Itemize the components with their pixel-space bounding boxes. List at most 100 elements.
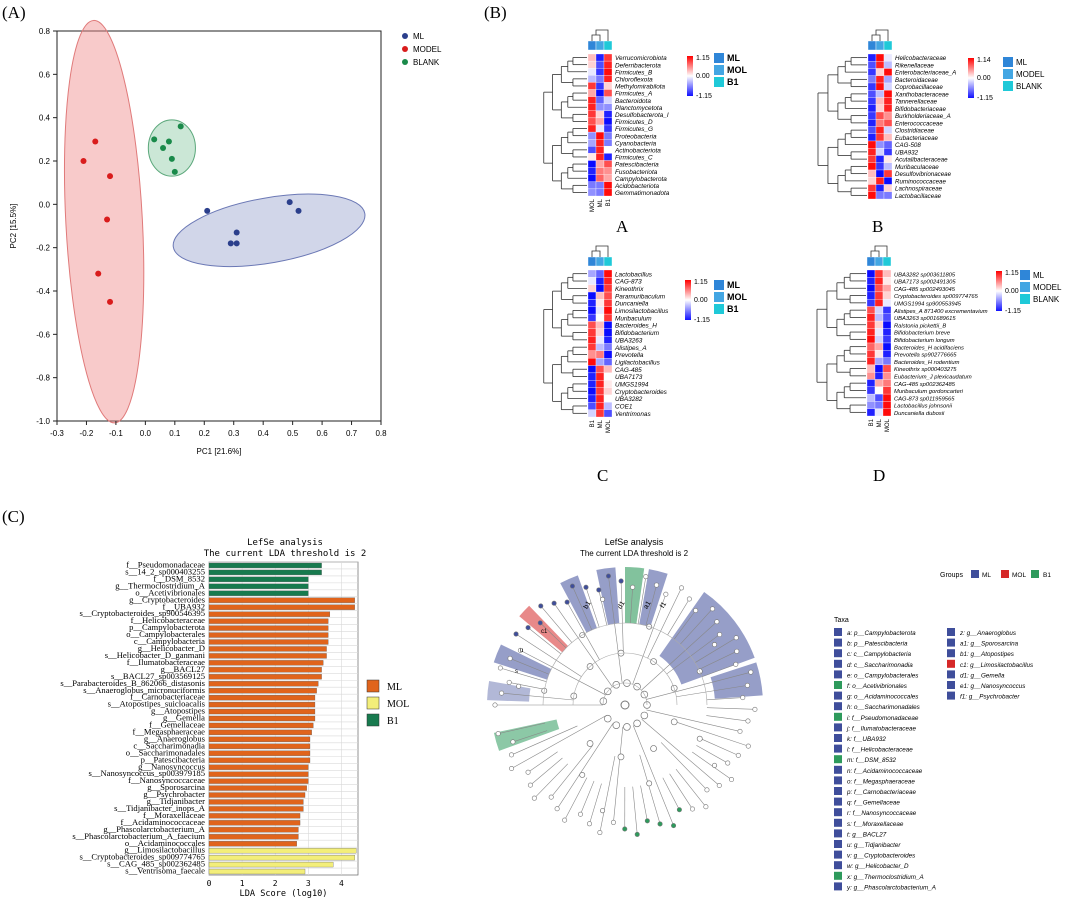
- heatmap-c: LactobacillusCAG-873KineothrixParamuriba…: [543, 245, 747, 485]
- group-legend-label: MODEL: [1016, 70, 1045, 79]
- x-tick-label: 4: [339, 879, 344, 888]
- heatmap-cell: [882, 386, 892, 395]
- heatmap-letter: D: [873, 466, 885, 485]
- heatmap-cell: [875, 75, 885, 84]
- row-label: Ruminococcaceae: [895, 178, 946, 185]
- heatmap-cell: [603, 82, 613, 90]
- clado-node: [499, 690, 505, 696]
- y-tick-label: -0.8: [36, 374, 50, 383]
- heatmap-cell: [874, 372, 884, 380]
- row-label: Planctomycetota: [615, 105, 663, 112]
- heatmap-cell: [595, 306, 605, 315]
- heatmap-cell: [874, 269, 884, 278]
- heatmap-cell: [587, 350, 597, 359]
- clado-branch: [640, 785, 648, 821]
- row-label: Limosilactobacillus: [615, 308, 669, 315]
- colorbar: [996, 271, 1002, 311]
- taxa-swatch: [834, 744, 842, 753]
- bar-label: g__Sporosarcina: [147, 782, 205, 792]
- clado-node: [630, 584, 636, 590]
- heatmap-cell: [867, 68, 877, 76]
- panel-label-a: (A): [2, 3, 26, 22]
- clado-title: LefSe analysis: [605, 537, 664, 547]
- heatmap-cell: [595, 321, 605, 329]
- heatmap-cell: [883, 126, 893, 134]
- taxa-swatch: [834, 649, 842, 658]
- row-label: Lactobacillus johnsonii: [894, 404, 953, 410]
- heatmap-cell: [883, 184, 893, 192]
- bar-label: f__Megasphaeraceae: [132, 726, 205, 736]
- point-blank: [177, 123, 184, 130]
- point-mol: [80, 158, 87, 164]
- row-label: Coprobacillaceae: [895, 84, 943, 91]
- heatmap-cell: [875, 133, 885, 142]
- clado-branch: [698, 651, 737, 670]
- x-tick-label: 2: [273, 879, 278, 888]
- clado-node: [716, 783, 722, 789]
- bar: [208, 674, 322, 680]
- heatmap-cell: [587, 387, 597, 396]
- heatmap-cell: [587, 96, 597, 104]
- clado-branch: [501, 692, 574, 701]
- x-axis-label: PC1 [21.6%]: [197, 447, 242, 456]
- clado-node: [752, 706, 758, 712]
- heatmap-cell: [595, 103, 605, 111]
- heatmap-cell: [603, 291, 613, 300]
- heatmap-cell: [867, 75, 877, 84]
- column-group-strip: [603, 40, 613, 51]
- colorbar-max: 1.15: [1005, 270, 1019, 277]
- row-label: Lachnospiraceae: [895, 186, 943, 193]
- taxa-label: d: c__Saccharimonadia: [847, 662, 913, 669]
- heatmap-cell: [587, 269, 597, 278]
- taxa-label: r: f__Nanosyncoccaceae: [847, 810, 917, 817]
- colorbar-min: -1.15: [1005, 308, 1021, 315]
- groups-swatch: [971, 570, 979, 578]
- bar-label: c__Saccharimonadia: [133, 740, 205, 750]
- bar-label: s__BACL27_sp003569125: [111, 671, 205, 681]
- row-label: UBA7173 sp002491305: [894, 280, 956, 286]
- colorbar: [685, 280, 691, 320]
- heatmap-cell: [883, 75, 893, 84]
- group-legend-label: MOL: [727, 292, 747, 302]
- clado-node: [740, 695, 746, 701]
- heatmap-cell: [603, 153, 613, 161]
- x-tick-label: 0.0: [140, 429, 152, 438]
- taxa-label: a: p__Campylobacterota: [847, 630, 916, 637]
- heatmap-cell: [595, 139, 605, 147]
- heatmap-cell: [875, 155, 885, 163]
- heatmap-cell: [587, 124, 597, 133]
- clado-branch: [692, 751, 732, 780]
- heatmap-cell: [875, 191, 885, 200]
- heatmap-cell: [866, 408, 876, 417]
- heatmap-cell: [866, 291, 876, 300]
- bar: [208, 854, 355, 861]
- heatmap-cell: [595, 313, 605, 322]
- column-label: B1: [590, 419, 596, 427]
- heatmap-cell: [587, 291, 597, 300]
- clado-root: [620, 700, 630, 710]
- ellipse-blank: [147, 119, 196, 177]
- x-tick-label: 0.8: [375, 429, 387, 438]
- taxa-label: l: f__Helicobacteraceae: [847, 747, 913, 754]
- row-label: Desulfovibrionaceae: [895, 171, 952, 178]
- bar: [208, 653, 327, 659]
- clade-highlight: [560, 575, 597, 633]
- heatmap-cell: [866, 277, 876, 285]
- clado-node: [492, 702, 498, 708]
- heatmap-cell: [595, 60, 605, 69]
- clado-branch: [675, 769, 707, 807]
- heatmap-cell: [603, 167, 613, 175]
- row-label: Cryptobacteroides: [615, 389, 668, 396]
- clado-node: [745, 718, 751, 724]
- clado-node: [650, 745, 657, 752]
- column-label: B1: [606, 198, 612, 206]
- clado-branch: [632, 725, 674, 826]
- clado-node: [733, 635, 739, 641]
- heatmap-cell: [867, 126, 877, 134]
- row-label: CAG-485 sp002362485: [894, 382, 956, 388]
- bar: [208, 576, 309, 583]
- bar-label: g__Thermoclostridium_A: [115, 580, 206, 590]
- clado-top-label: b1: [583, 600, 593, 610]
- row-label: UBA7173: [615, 374, 643, 381]
- groups-title: Groups: [940, 572, 963, 579]
